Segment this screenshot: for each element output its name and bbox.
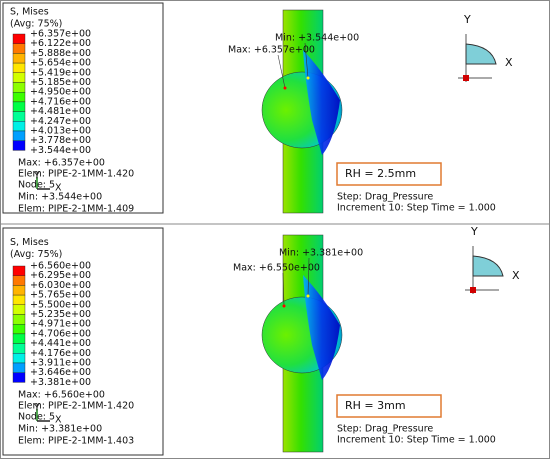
color-band	[12, 62, 26, 73]
legend-box	[2, 227, 164, 456]
triad-y: Y	[33, 171, 40, 182]
color-band	[12, 285, 26, 296]
color-band	[12, 324, 26, 335]
probe	[282, 304, 286, 308]
legend-level: +5.419e+00	[30, 67, 91, 78]
axis-y-label: Y	[470, 225, 478, 238]
color-band	[12, 111, 26, 122]
leader	[307, 257, 310, 297]
leader	[282, 272, 285, 307]
legend-level: +5.500e+00	[30, 299, 91, 310]
triad-x: X	[55, 183, 62, 194]
legend-level: +3.646e+00	[30, 367, 91, 378]
info-line: Max: +6.560e+00	[18, 390, 105, 401]
color-band	[12, 275, 26, 286]
color-band	[12, 101, 26, 112]
color-band	[12, 362, 26, 373]
color-band	[12, 333, 26, 344]
color-band	[12, 314, 26, 325]
rh-box	[336, 162, 442, 186]
legend-level: +5.888e+00	[30, 48, 91, 59]
legend-level: +6.357e+00	[30, 29, 91, 40]
legend-level: +3.778e+00	[30, 135, 91, 146]
color-band	[12, 140, 26, 151]
axis-x-label: X	[505, 56, 513, 69]
stress-zone	[303, 275, 340, 380]
legend-level: +4.950e+00	[30, 87, 91, 98]
legend-level: +4.176e+00	[30, 348, 91, 359]
color-band	[12, 82, 26, 93]
legend-level: +6.122e+00	[30, 38, 91, 49]
stress-zone	[303, 50, 340, 155]
info-line: Elem: PIPE-2-1MM-1.409	[18, 204, 134, 215]
min-annotation: Min: +3.381e+00	[279, 248, 363, 259]
probe	[306, 294, 310, 298]
legend-level: +4.706e+00	[30, 328, 91, 339]
origin-marker	[463, 75, 469, 81]
legend-level: +5.654e+00	[30, 58, 91, 69]
max-annotation: Max: +6.357e+00	[228, 45, 315, 56]
section-icon	[472, 255, 504, 277]
origin-marker	[470, 287, 476, 293]
legend-level: +5.765e+00	[30, 290, 91, 301]
axis-y-label: Y	[463, 13, 471, 26]
legend-level: +3.544e+00	[30, 145, 91, 156]
color-band	[12, 265, 26, 276]
color-band	[12, 43, 26, 54]
color-band	[12, 353, 26, 364]
color-band	[12, 121, 26, 132]
step-label: Step: Drag_Pressure	[337, 424, 433, 435]
section-icon	[465, 43, 497, 65]
info-line: Elem: PIPE-2-1MM-1.403	[18, 436, 134, 447]
legend-level: +6.295e+00	[30, 270, 91, 281]
color-band	[12, 372, 26, 383]
increment-label: Increment 10: Step Time = 1.000	[337, 435, 496, 446]
color-band	[12, 91, 26, 103]
color-band	[12, 304, 26, 315]
rh-label: RH = 3mm	[345, 399, 406, 412]
color-band	[12, 294, 26, 306]
color-band	[12, 33, 26, 44]
legend-level: +4.013e+00	[30, 126, 91, 137]
legend-level: +3.381e+00	[30, 377, 91, 388]
probe	[283, 86, 287, 90]
legend-subtitle: (Avg: 75%)	[10, 249, 62, 260]
legend-subtitle: (Avg: 75%)	[10, 19, 62, 30]
legend-level: +6.560e+00	[30, 261, 91, 272]
legend-level: +4.971e+00	[30, 319, 91, 330]
info-line: Elem: PIPE-2-1MM-1.420	[18, 169, 134, 180]
legend-level: +6.030e+00	[30, 280, 91, 291]
triad-y: Y	[33, 403, 40, 414]
legend-level: +4.441e+00	[30, 338, 91, 349]
min-annotation: Min: +3.544e+00	[275, 33, 359, 44]
leader	[277, 54, 286, 89]
legend-level: +5.185e+00	[30, 77, 91, 88]
legend-level: +4.247e+00	[30, 116, 91, 127]
color-band	[12, 343, 26, 354]
info-line: Elem: PIPE-2-1MM-1.420	[18, 401, 134, 412]
step-label: Step: Drag_Pressure	[337, 192, 433, 203]
legend-title: S, Mises	[10, 7, 49, 18]
leader	[304, 42, 309, 79]
legend-level: +3.911e+00	[30, 358, 91, 369]
legend-level: +4.481e+00	[30, 106, 91, 117]
triad-x: X	[55, 415, 62, 426]
legend-box	[2, 2, 164, 214]
legend-level: +5.235e+00	[30, 309, 91, 320]
legend-level: +4.716e+00	[30, 96, 91, 107]
rh-box	[336, 394, 442, 418]
max-annotation: Max: +6.550e+00	[233, 263, 320, 274]
increment-label: Increment 10: Step Time = 1.000	[337, 203, 496, 214]
color-band	[12, 53, 26, 64]
rh-label: RH = 2.5mm	[345, 167, 416, 180]
legend-title: S, Mises	[10, 237, 49, 248]
axis-x-label: X	[512, 269, 520, 282]
probe	[306, 76, 310, 80]
color-band	[12, 130, 26, 141]
info-line: Max: +6.357e+00	[18, 158, 105, 169]
color-band	[12, 72, 26, 83]
info-line: Min: +3.381e+00	[18, 424, 102, 435]
info-line: Min: +3.544e+00	[18, 192, 102, 203]
